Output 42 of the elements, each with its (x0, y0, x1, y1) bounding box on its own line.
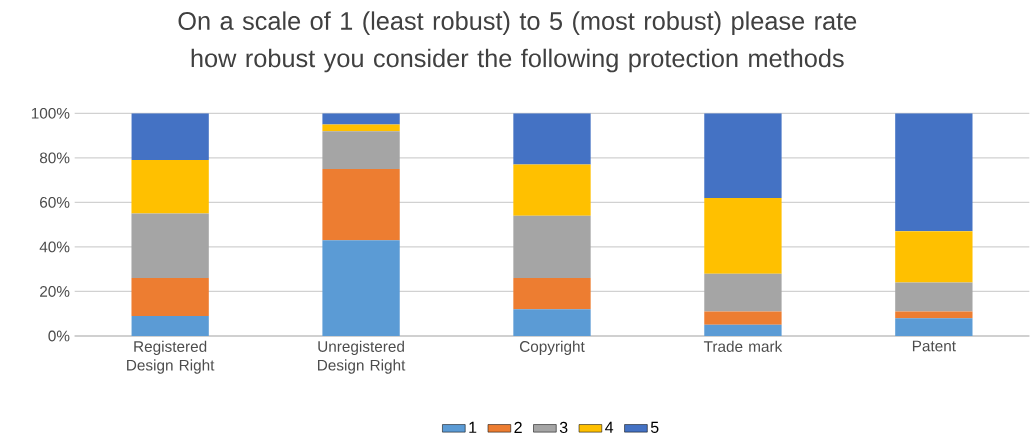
bar (704, 113, 782, 198)
y-tick-label: 100% (31, 107, 70, 119)
y-tick-label: 20% (40, 286, 70, 297)
bar (895, 282, 973, 312)
bar (704, 197, 782, 274)
y-tick-label: 40% (39, 241, 70, 253)
bar (131, 160, 209, 214)
bar (513, 215, 591, 279)
bar (131, 278, 209, 316)
bar (704, 311, 782, 325)
bar (322, 240, 400, 336)
legend-label: 3 (559, 421, 568, 434)
bar (131, 113, 209, 161)
legend-label: 1 (469, 421, 477, 433)
bar (322, 113, 400, 125)
bar (131, 213, 209, 279)
x-tick-label: Copyright (519, 340, 585, 355)
bar (704, 324, 782, 336)
bar (895, 311, 973, 319)
y-tick-label: 80% (39, 152, 70, 164)
bar (131, 315, 209, 336)
legend-label: 2 (514, 421, 522, 433)
legend-label: 4 (605, 421, 614, 433)
chart-title: On a scale of 1 (least robust) to 5 (most robust) please rate how robust you consider the following protection methods (178, 11, 857, 73)
bar (513, 164, 591, 216)
x-tick-label: Unregistered Design Right (318, 340, 406, 374)
x-tick-label: Patent (912, 340, 956, 352)
x-tick-label: Trade mark (703, 340, 783, 352)
bar (513, 278, 591, 310)
legend-label: 5 (650, 421, 659, 433)
y-tick-label: 60% (40, 196, 70, 208)
bar (895, 231, 973, 283)
bar (322, 131, 400, 169)
bar (322, 124, 400, 132)
bar (895, 113, 973, 232)
y-tick-label: 0% (48, 330, 70, 342)
bar (513, 309, 591, 336)
x-tick-label: Registered Design Right (127, 340, 215, 374)
bar (322, 168, 400, 241)
bar (704, 273, 782, 312)
bar (895, 318, 973, 336)
bar (513, 113, 591, 165)
